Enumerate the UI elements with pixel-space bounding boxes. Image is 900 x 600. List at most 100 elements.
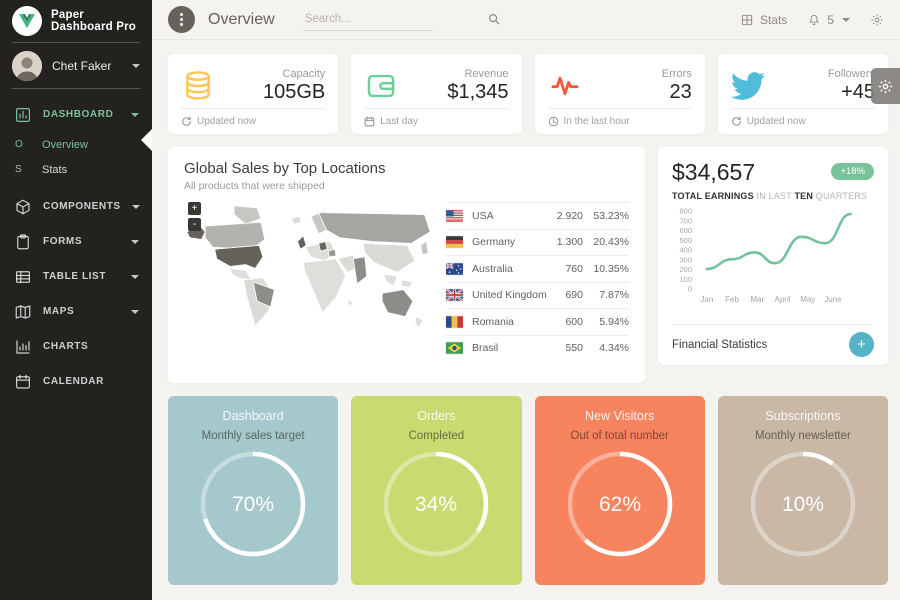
svg-text:500: 500	[679, 236, 692, 245]
table-row: Romania 600 5.94%	[446, 308, 629, 335]
page-title: Overview	[208, 10, 275, 28]
table-row: USA 2.920 53.23%	[446, 202, 629, 229]
country-percent: 53.23%	[593, 209, 629, 222]
calendar-icon	[13, 372, 32, 391]
gear-icon	[878, 79, 893, 93]
country-value: 760	[565, 262, 583, 275]
country-name: USA	[472, 209, 494, 222]
progress-percent: 34%	[415, 493, 457, 516]
pulse-icon	[548, 69, 588, 103]
table-icon	[13, 267, 32, 286]
chevron-icon	[131, 239, 139, 244]
sidebar-item-charts[interactable]: CHARTS	[0, 329, 152, 364]
stat-value: 23	[669, 80, 692, 103]
map-zoom-out-button[interactable]: -	[188, 218, 201, 231]
sales-table: USA 2.920 53.23% Germany 1.300 20.43% Au…	[446, 202, 629, 368]
progress-ring: 62%	[567, 451, 672, 557]
earnings-amount: $34,657	[672, 159, 756, 185]
country-value: 2.920	[556, 209, 583, 222]
sidebar-item-dashboard[interactable]: DASHBOARD	[0, 97, 152, 132]
sidebar-divider	[12, 88, 140, 89]
stat-value: +45	[841, 80, 875, 103]
country-percent: 7.87%	[599, 289, 629, 302]
main-panel: Overview Stats 5	[152, 0, 900, 600]
notifications-link[interactable]: 5	[807, 13, 850, 27]
brand-logo[interactable]: Paper Dashboard Pro	[0, 0, 152, 42]
country-value: 600	[565, 315, 583, 328]
table-row: Australia 760 10.35%	[446, 255, 629, 282]
sidebar-subitem-overview[interactable]: O Overview	[0, 132, 152, 157]
grid-icon	[741, 14, 753, 25]
map-icon	[13, 302, 32, 321]
stat-card-followers: Followers +45 Updated now	[717, 54, 888, 134]
settings-link[interactable]	[870, 13, 884, 27]
map-zoom-in-button[interactable]: +	[188, 202, 201, 215]
database-icon	[181, 69, 221, 103]
svg-text:100: 100	[679, 275, 692, 284]
sidebar-item-components[interactable]: COMPONENTS	[0, 189, 152, 224]
stats-link[interactable]: Stats	[740, 13, 787, 27]
progress-ring: 10%	[750, 451, 856, 557]
sidebar-subitem-stats[interactable]: S Stats	[0, 157, 152, 182]
progress-card-subtitle: Monthly newsletter	[754, 430, 851, 442]
flag-icon	[446, 209, 463, 222]
chart-box-icon	[13, 337, 32, 356]
top-navbar: Overview Stats 5	[152, 0, 900, 40]
earnings-footer-label: Financial Statistics	[672, 338, 768, 351]
country-name: Romania	[472, 315, 515, 328]
country-value: 550	[565, 342, 583, 355]
mini-label: S	[15, 164, 22, 175]
flag-icon	[446, 315, 463, 328]
theme-settings-button[interactable]	[871, 68, 900, 104]
flag-icon	[446, 236, 463, 249]
progress-percent: 62%	[599, 493, 641, 516]
gear-icon	[871, 13, 883, 26]
svg-text:400: 400	[679, 246, 692, 255]
progress-card: Orders Completed 34%	[351, 396, 522, 585]
subitem-label: Stats	[42, 163, 68, 176]
search-input[interactable]	[302, 8, 433, 31]
sidebar-item-calendar[interactable]: CALENDAR	[0, 364, 152, 399]
country-percent: 5.94%	[599, 315, 629, 328]
chevron-icon	[131, 112, 139, 117]
flag-icon	[446, 342, 463, 355]
progress-card-title: Subscriptions	[765, 409, 841, 423]
svg-text:300: 300	[679, 255, 692, 264]
svg-text:200: 200	[679, 265, 692, 274]
add-button[interactable]: +	[849, 332, 874, 357]
country-percent: 20.43%	[593, 236, 629, 249]
sidebar-item-maps[interactable]: MAPS	[0, 294, 152, 329]
sidebar-item-forms[interactable]: FORMS	[0, 224, 152, 259]
table-row: Brasil 550 4.34%	[446, 334, 629, 362]
progress-card-subtitle: Monthly sales target	[201, 430, 305, 442]
stat-label: Capacity	[282, 67, 326, 80]
calendar-icon	[364, 116, 375, 127]
svg-text:800: 800	[679, 207, 692, 216]
chevron-icon	[131, 274, 139, 279]
user-menu[interactable]: Chet Faker	[0, 43, 152, 88]
stat-footer: In the last hour	[547, 108, 692, 134]
active-page-indicator	[141, 129, 152, 151]
sidebar-item-table-list[interactable]: TABLE LIST	[0, 259, 152, 294]
flag-icon	[446, 262, 463, 275]
sidebar-item-label: DASHBOARD	[43, 109, 114, 120]
world-map[interactable]: + -	[184, 200, 436, 368]
table-row: Germany 1.300 20.43%	[446, 228, 629, 256]
mini-label: O	[15, 139, 23, 150]
bell-icon	[809, 14, 820, 25]
stat-card-revenue: Revenue $1,345 Last day	[351, 54, 522, 134]
svg-text:600: 600	[679, 226, 692, 235]
country-name: Australia	[472, 262, 513, 275]
brand-name: Paper Dashboard Pro	[51, 9, 137, 33]
country-name: Germany	[472, 236, 516, 249]
progress-card-title: Dashboard	[222, 409, 284, 423]
stat-value: $1,345	[447, 80, 509, 103]
sidebar-item-label: COMPONENTS	[43, 201, 121, 212]
stat-card-errors: Errors 23 In the last hour	[534, 54, 705, 134]
progress-card-subtitle: Completed	[408, 430, 465, 442]
country-name: Brasil	[472, 342, 499, 355]
sidebar-minimize-button[interactable]	[168, 6, 195, 33]
svg-text:Feb: Feb	[725, 295, 739, 304]
country-value: 1.300	[556, 236, 583, 249]
